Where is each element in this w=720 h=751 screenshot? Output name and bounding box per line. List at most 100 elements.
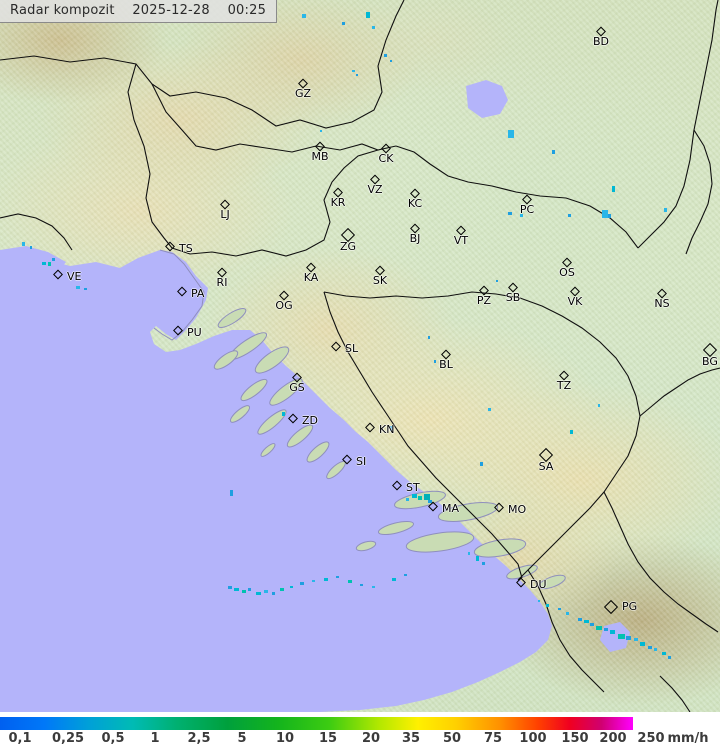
legend-tick-15: 250	[637, 731, 665, 746]
border-albania	[659, 675, 691, 712]
diamond-icon	[516, 577, 526, 588]
city-label: BG	[702, 355, 718, 368]
city-label: GZ	[294, 87, 312, 100]
echo-cluster-montenegro	[538, 600, 671, 659]
legend-tick-7: 15	[318, 731, 338, 746]
diamond-icon	[177, 286, 187, 297]
border-italy-slovenia	[127, 63, 173, 249]
radar-map[interactable]: BD GZ MB CK VZ KR KC LJ PC BJ VT ZG TS RI KA SK OS VE PA OG…	[0, 0, 720, 712]
city-label: PC	[519, 203, 535, 216]
city-label: VK	[567, 295, 583, 308]
legend-tick-4: 2,5	[187, 731, 211, 746]
title-date: 2025-12-28	[132, 3, 210, 18]
city-label: BL	[439, 358, 453, 371]
city-label: ZG	[339, 240, 357, 253]
border-italy-north	[0, 213, 73, 251]
map-title-bar: Radar kompozit 2025-12-28 00:25	[0, 0, 278, 23]
city-label: SI	[356, 455, 367, 468]
city-label: SA	[538, 460, 554, 473]
legend-tick-13: 150	[561, 731, 589, 746]
diamond-icon	[603, 599, 619, 615]
borders-layer	[0, 0, 720, 712]
legend-tick-14: 200	[599, 731, 627, 746]
border-austria-hungary	[0, 0, 405, 129]
city-label: PU	[187, 326, 202, 339]
diamond-icon	[173, 325, 183, 336]
city-label: ST	[406, 481, 420, 494]
legend-tick-11: 75	[483, 731, 503, 746]
legend-unit-label: mm/h	[667, 731, 709, 746]
diamond-icon	[494, 502, 504, 513]
city-label: OS	[559, 266, 575, 279]
echo-cluster-bosnia	[428, 336, 600, 466]
dalmatian-islands	[213, 308, 566, 590]
city-label: KC	[407, 197, 423, 210]
radar-echo-layer	[22, 12, 671, 659]
legend-tick-6: 10	[275, 731, 295, 746]
diamond-icon	[428, 501, 438, 512]
legend-tick-9: 35	[401, 731, 421, 746]
sea-layer	[0, 246, 566, 712]
border-hungary-serbia	[637, 0, 719, 249]
border-croatia-bosnia-dinaric	[323, 291, 523, 579]
city-label: MB	[311, 150, 329, 163]
city-label: TZ	[556, 379, 572, 392]
city-label: VT	[453, 234, 469, 247]
lake-balaton	[466, 80, 508, 118]
border-montenegro-serbia	[603, 491, 719, 633]
legend-tick-12: 100	[519, 731, 547, 746]
legend-tick-2: 0,5	[101, 731, 125, 746]
city-label: SL	[345, 342, 359, 355]
border-slovenia-croatia	[171, 149, 379, 257]
diamond-icon	[288, 413, 298, 424]
city-label: NS	[654, 297, 670, 310]
diamond-icon	[392, 480, 402, 491]
istria-coast	[153, 249, 205, 341]
legend-tick-8: 20	[361, 731, 381, 746]
venice-lagoon	[0, 246, 66, 276]
diamond-icon	[365, 422, 375, 433]
city-label: VZ	[367, 183, 383, 196]
echo-cluster-slavonia	[496, 210, 608, 282]
po-lagoon	[44, 294, 104, 328]
diamond-icon	[53, 269, 63, 280]
legend-tick-1: 0,25	[51, 731, 85, 746]
city-label: PA	[191, 287, 205, 300]
city-label: KA	[303, 271, 319, 284]
border-serbia-romania	[685, 129, 713, 255]
city-label: PG	[622, 600, 638, 613]
legend-tick-3: 1	[150, 731, 160, 746]
border-slovenia-austria	[151, 83, 397, 153]
echo-cluster-knin	[230, 412, 393, 496]
city-label: VE	[67, 270, 82, 283]
diamond-icon	[342, 454, 352, 465]
adriatic-sea	[0, 250, 552, 712]
city-label: ZD	[302, 414, 319, 427]
city-label: KR	[330, 196, 346, 209]
city-label: KN	[379, 423, 395, 436]
echo-cluster-makarska	[406, 494, 432, 503]
city-label: SB	[505, 291, 521, 304]
city-label: BD	[592, 35, 610, 48]
city-label: PZ	[476, 294, 492, 307]
city-label: RI	[216, 276, 228, 289]
legend-tick-labels: 0,1 0,25 0,5 1 2,5 5 10 15 20 35 50 75 100 150 200 250 m…	[0, 731, 720, 751]
border-montenegro-coast	[527, 569, 605, 693]
city-label: LJ	[220, 208, 230, 221]
border-bosnia-serbia	[639, 367, 720, 417]
city-marker-layer: BD GZ MB CK VZ KR KC LJ PC BJ VT ZG TS RI KA SK OS VE PA OG…	[53, 26, 718, 615]
legend-tick-0: 0,1	[8, 731, 32, 746]
echo-cluster-hungary	[302, 12, 667, 218]
title-time: 00:25	[227, 3, 267, 18]
city-label: OG	[275, 299, 293, 312]
rainfall-legend: 0,1 0,25 0,5 1 2,5 5 10 15 20 35 50 75 100 150 200 250 m…	[0, 712, 720, 751]
city-label: SK	[372, 274, 388, 287]
city-label: MO	[508, 503, 527, 516]
city-label: BJ	[409, 232, 421, 245]
diamond-icon	[331, 341, 341, 352]
echo-cluster-south-adriatic	[228, 574, 407, 595]
title-label: Radar kompozit	[10, 3, 115, 18]
city-label: TS	[179, 242, 193, 255]
city-label: DU	[530, 578, 547, 591]
